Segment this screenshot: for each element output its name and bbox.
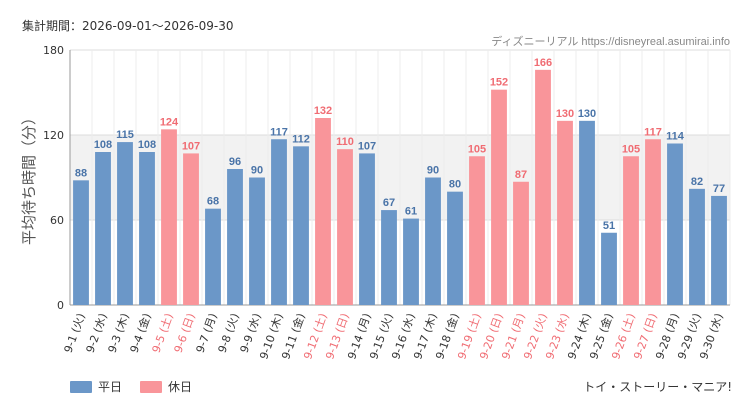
bar [271, 139, 287, 305]
period-label: 集計期間：2026-09-01～2026-09-30 [22, 19, 234, 33]
bar [623, 156, 639, 305]
data-label: 112 [292, 133, 310, 145]
data-label: 130 [578, 108, 596, 120]
bar [337, 149, 353, 305]
legend: 平日 休日 [70, 378, 192, 395]
data-label: 108 [138, 139, 156, 151]
bar [117, 142, 133, 305]
data-label: 115 [116, 129, 134, 141]
legend-weekday: 平日 [70, 378, 122, 395]
data-label: 117 [270, 126, 288, 138]
data-label: 51 [603, 220, 615, 232]
data-label: 80 [449, 179, 461, 191]
data-label: 90 [427, 165, 439, 177]
bar [579, 120, 595, 305]
data-label: 152 [490, 77, 508, 89]
legend-holiday-label: 休日 [168, 380, 193, 394]
data-label: 132 [314, 105, 332, 117]
data-label: 108 [94, 139, 112, 151]
data-label: 67 [383, 197, 395, 209]
bar [73, 180, 89, 305]
bar [359, 153, 375, 305]
data-label: 117 [644, 126, 662, 138]
bar [469, 156, 485, 305]
bar [535, 69, 551, 305]
bar [249, 177, 265, 305]
bar [491, 89, 507, 306]
y-tick-label: 180 [43, 44, 64, 57]
bar [381, 210, 397, 305]
data-label: 110 [336, 136, 354, 148]
bar [447, 191, 463, 305]
y-tick-label: 120 [43, 129, 64, 142]
bar [425, 177, 441, 305]
y-tick-label: 0 [57, 299, 64, 312]
bar [557, 120, 573, 305]
bar [139, 152, 155, 305]
legend-holiday-swatch [140, 380, 163, 393]
y-tick-label: 60 [50, 214, 64, 227]
bar [711, 195, 727, 305]
data-label: 68 [207, 196, 219, 208]
credit-label: トイ・ストーリー・マニア! [583, 380, 732, 394]
data-label: 107 [182, 140, 200, 152]
data-label: 82 [691, 176, 703, 188]
bar [513, 181, 529, 305]
data-label: 105 [622, 143, 640, 155]
data-label: 114 [666, 131, 685, 143]
data-label: 61 [405, 206, 417, 218]
bar [667, 143, 683, 305]
legend-weekday-label: 平日 [98, 380, 123, 394]
bar [161, 129, 177, 305]
data-label: 87 [515, 169, 527, 181]
data-label: 166 [534, 57, 552, 69]
bar [403, 218, 419, 305]
bar [601, 232, 617, 305]
bar [205, 208, 221, 305]
data-label: 96 [229, 156, 241, 168]
data-label: 124 [160, 116, 179, 128]
data-label: 77 [713, 183, 725, 195]
bar [689, 188, 705, 305]
bar [95, 152, 111, 305]
data-label: 105 [468, 143, 486, 155]
bar [315, 118, 331, 305]
bar [183, 153, 199, 305]
data-label: 107 [358, 140, 376, 152]
data-label: 90 [251, 165, 263, 177]
legend-weekday-swatch [70, 380, 92, 393]
y-axis-label: 平均待ち時間（分） [20, 110, 38, 245]
legend-holiday: 休日 [140, 378, 192, 395]
bar [227, 169, 243, 305]
bar [293, 146, 309, 305]
data-label: 88 [75, 167, 87, 179]
source-label: ディズニーリアル https://disneyreal.asumirai.inf… [491, 36, 730, 48]
bar [645, 139, 661, 305]
data-label: 130 [556, 108, 574, 120]
